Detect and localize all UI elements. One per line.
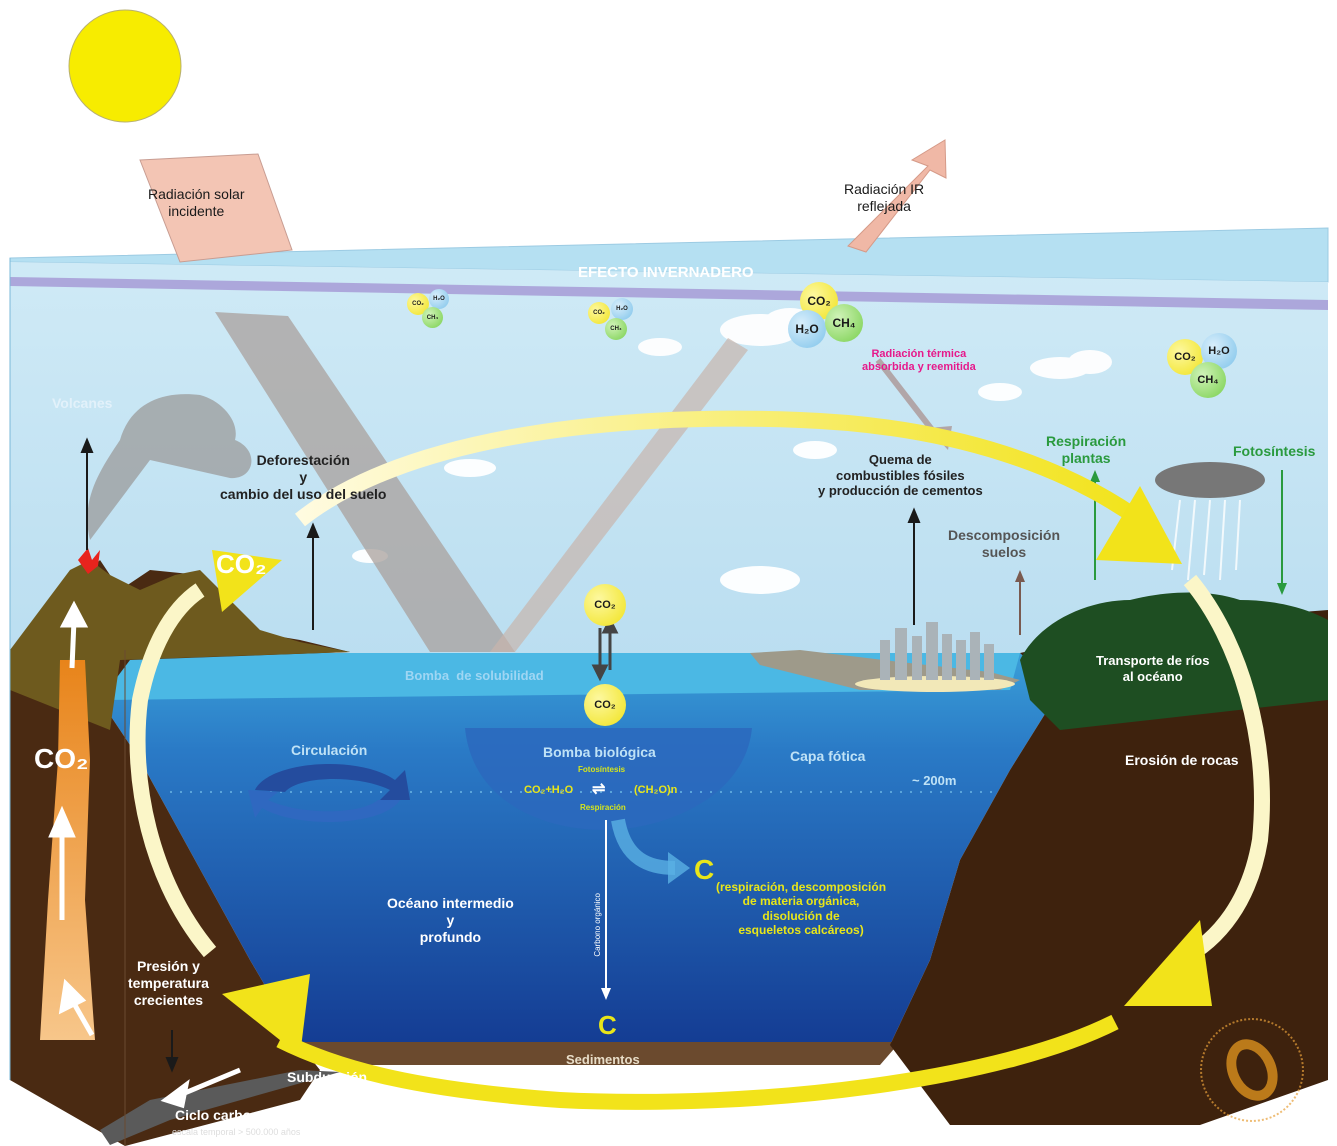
timescale-label: escala temporal > 500.000 años xyxy=(172,1127,301,1137)
cycle-arrowhead-1 xyxy=(1096,486,1182,564)
ocean xyxy=(100,653,1060,1045)
ch4-bubble: CH₄ xyxy=(422,307,443,328)
co2-bubble: CO₂ xyxy=(407,293,429,315)
remineralization-arrow-head xyxy=(668,852,690,884)
greenhouse-band xyxy=(10,277,1328,310)
h2o-bubble: H₂O xyxy=(611,298,633,320)
logo-icon xyxy=(1216,1030,1288,1110)
mantle-arrows xyxy=(48,600,241,1109)
remineralization-arrow xyxy=(611,818,676,875)
co2-bubble: CO₂ xyxy=(588,302,610,324)
carbon-cycle-arrow xyxy=(129,410,1270,1110)
emission-arrows xyxy=(80,437,921,1073)
circulation-arrow-lower xyxy=(248,790,400,822)
sediment-carbon-symbol: C xyxy=(598,1010,617,1040)
h2o-bubble: H₂O xyxy=(788,310,826,348)
plant-respiration-arrow-head xyxy=(1090,470,1100,482)
ch4-bubble: CH₄ xyxy=(1190,362,1226,398)
respiration-small-label: Respiración xyxy=(580,803,626,812)
volcano xyxy=(10,560,350,730)
city xyxy=(880,622,994,680)
plant-respiration-label: Respiración plantas xyxy=(1046,433,1127,466)
eruption xyxy=(78,548,100,574)
thermal-radiation-label: Radiación térmica absorbida y reemitida xyxy=(862,348,976,374)
deforestation-label: Deforestación y cambio del uso del suelo xyxy=(220,452,387,502)
rain-cloud xyxy=(1155,462,1265,498)
reaction-reactants: CO₂+H₂O xyxy=(524,784,574,796)
cycle-arrowhead-2 xyxy=(1124,920,1212,1006)
cycle-arrowhead-3 xyxy=(222,974,310,1056)
circulation-arrow xyxy=(255,763,410,800)
volcano-smoke xyxy=(87,394,252,540)
soil-decomposition-label: Descomposición suelos xyxy=(948,527,1061,560)
co2-ocean-bubble: CO₂ xyxy=(584,684,626,726)
solar-beam xyxy=(139,153,293,263)
photosynthesis-arrow-head xyxy=(1277,583,1287,595)
reaction-arrow: ⇌ xyxy=(592,781,606,798)
sky xyxy=(10,262,1328,690)
ch4-bubble: CH₄ xyxy=(825,304,863,342)
remineralization-detail-label: (respiración, descomposición de materia … xyxy=(716,880,887,938)
h2o-bubble: H₂O xyxy=(1201,333,1237,369)
greenhouse-effect-label: EFECTO INVERNADERO xyxy=(578,264,754,281)
sun xyxy=(68,9,182,123)
co2-cycle-arrow-label: CO₂ xyxy=(216,549,267,579)
organic-carbon-arrow-head xyxy=(601,988,611,1000)
exchange-arrows xyxy=(591,616,619,682)
reflected-ir-label: Radiación IR reflejada xyxy=(844,181,925,214)
logo xyxy=(1200,1018,1304,1122)
biological-pump-label: Bomba biológica xyxy=(543,744,656,760)
carbonate-silicate-cycle-label: Ciclo carbonato-silicato xyxy=(175,1107,334,1123)
subduction-slab xyxy=(100,1070,340,1145)
remineralized-carbon-symbol: C xyxy=(694,854,715,885)
solubility-pump-label: Bomba de solubilidad xyxy=(405,668,544,683)
fossil-fuels-label: Quema de combustibles fósiles y producci… xyxy=(818,452,983,499)
photosynthesis-small-label: Fotosíntesis xyxy=(578,765,626,774)
photosynthesis-label: Fotosíntesis xyxy=(1233,443,1316,459)
sediment-layer xyxy=(300,1042,900,1065)
ch4-bubble: CH₄ xyxy=(605,318,627,340)
river-transport-label: Transporte de ríos al océano xyxy=(1096,653,1210,684)
incoming-solar-label: Radiación solar incidente xyxy=(148,186,245,219)
pressure-temperature-label: Presión y temperatura crecientes xyxy=(128,958,209,1008)
mantle-column xyxy=(40,660,95,1040)
rock-erosion-label: Erosión de rocas xyxy=(1125,752,1239,768)
volcanoes-label: Volcanes xyxy=(52,395,113,411)
depth-label: ~ 200m xyxy=(912,773,957,788)
co2-mantle-label: CO₂ xyxy=(34,743,89,774)
ground-right xyxy=(890,610,1328,1125)
photic-layer-label: Capa fótica xyxy=(790,748,866,764)
subduction-label: Subducción xyxy=(287,1069,368,1085)
biological-pump-zone xyxy=(465,728,752,830)
organic-carbon-label: Carbono orgánico xyxy=(593,892,603,957)
sediments-label: Sedimentos xyxy=(566,1052,640,1067)
co2-atmosphere-bubble: CO₂ xyxy=(584,584,626,626)
circulation-label: Circulación xyxy=(291,742,368,758)
reaction-products: (CH₂O)n xyxy=(634,784,678,796)
deep-ocean-label: Océano intermedio y profundo xyxy=(387,895,514,945)
h2o-bubble: H₂O xyxy=(429,289,449,309)
soil-arrow-head xyxy=(1015,570,1025,582)
reflected-ir-arrow xyxy=(847,139,947,253)
cycle-arrowhead-4 xyxy=(212,550,282,612)
